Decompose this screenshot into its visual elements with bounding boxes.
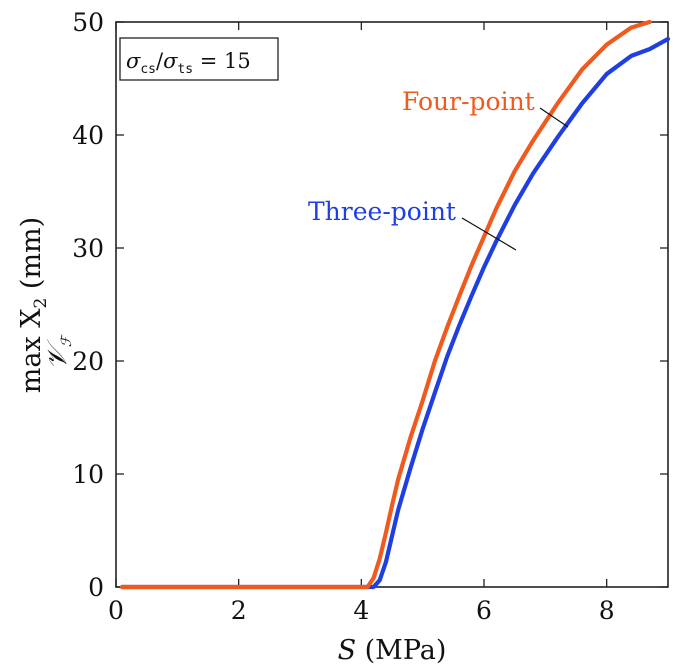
x-tick-label-4: 8 bbox=[599, 596, 615, 625]
x-tick-label-1: 2 bbox=[231, 596, 247, 625]
tick-labels: 0 2 4 6 8 0 10 20 30 40 50 bbox=[72, 8, 614, 625]
x-axis-variable: S bbox=[338, 635, 357, 666]
leader-line-three-point bbox=[461, 217, 517, 251]
x-tick-label-2: 4 bbox=[353, 596, 369, 625]
annotation-sub-ts: ts bbox=[177, 62, 193, 77]
y-tick-label-3: 30 bbox=[72, 234, 104, 263]
annotation-text: σcs/σts = 15 bbox=[126, 49, 251, 77]
y-tick-label-4: 40 bbox=[72, 121, 104, 150]
y-axis-label-main: max X2 (mm) bbox=[16, 217, 51, 393]
leader-line-four-point bbox=[539, 107, 569, 128]
annotation-sigma-2: σ bbox=[163, 49, 178, 73]
series-lines bbox=[120, 19, 671, 590]
x-tick-label-0: 0 bbox=[108, 596, 124, 625]
annotation-sigma-1: σ bbox=[126, 49, 141, 73]
y-axis-label-max: max X bbox=[16, 308, 47, 394]
y-tick-label-1: 10 bbox=[72, 460, 104, 489]
y-axis-label: max X2 (mm) 𝒱ℱ bbox=[16, 217, 75, 393]
annotation-box bbox=[119, 37, 279, 81]
series-label-four-point: Four-point bbox=[402, 87, 535, 116]
x-axis-unit: (MPa) bbox=[356, 635, 446, 666]
ratio-annotation: σcs/σts = 15 bbox=[119, 37, 279, 81]
axis-ticks bbox=[115, 21, 668, 588]
y-tick-label-0: 0 bbox=[88, 573, 104, 602]
series-line-four-point bbox=[120, 19, 652, 590]
annotation-slash: / bbox=[156, 49, 164, 73]
series-labels: Four-point Three-point bbox=[308, 87, 569, 251]
annotation-sub-cs: cs bbox=[140, 62, 156, 77]
y-axis-label-unit: (mm) bbox=[16, 217, 47, 298]
y-axis-label-nu-sub: ℱ bbox=[59, 333, 75, 347]
annotation-equals: = 15 bbox=[193, 49, 251, 73]
x-axis-label: S (MPa) bbox=[338, 635, 447, 666]
y-tick-label-5: 50 bbox=[72, 8, 104, 37]
series-line-three-point bbox=[120, 36, 671, 590]
y-tick-label-2: 20 bbox=[72, 347, 104, 376]
x-tick-label-3: 6 bbox=[476, 596, 492, 625]
series-label-three-point: Three-point bbox=[308, 197, 456, 226]
plot-area-frame bbox=[115, 21, 669, 588]
y-axis-label-sub: 2 bbox=[31, 298, 51, 309]
